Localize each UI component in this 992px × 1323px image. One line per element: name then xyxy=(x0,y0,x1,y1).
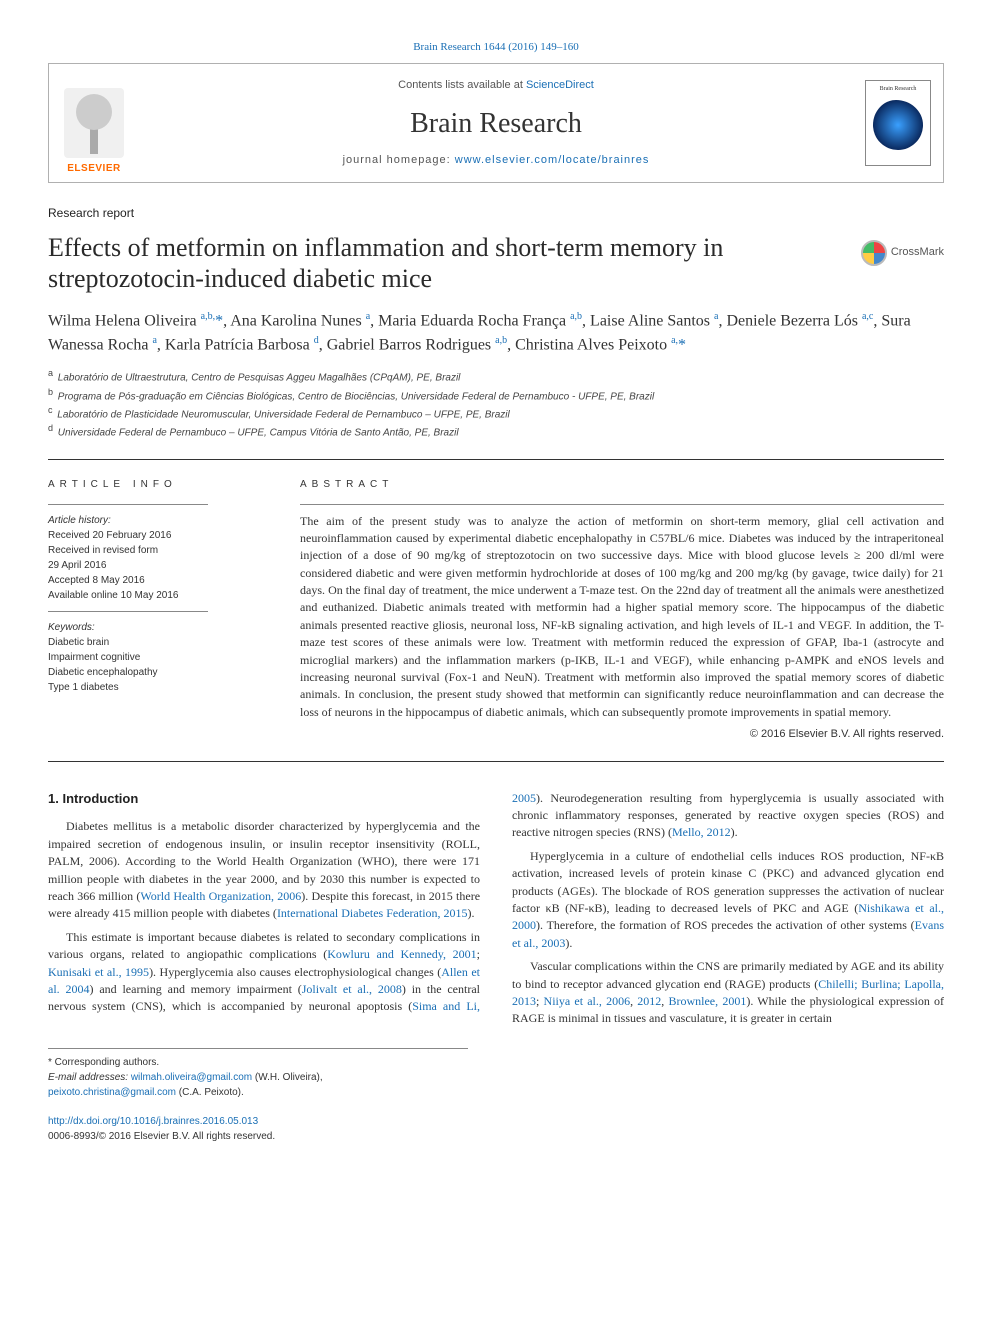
abstract-column: ABSTRACT The aim of the present study wa… xyxy=(300,478,944,743)
article-info-column: ARTICLE INFO Article history: Received 2… xyxy=(48,478,268,743)
history-line: Received 20 February 2016 xyxy=(48,530,171,541)
email-name-2: (C.A. Peixoto). xyxy=(176,1087,244,1098)
citation-link[interactable]: Niiya et al., 2006 xyxy=(544,994,631,1008)
journal-name: Brain Research xyxy=(410,104,582,143)
contents-prefix: Contents lists available at xyxy=(398,79,526,91)
affiliation-line: a Laboratório de Ultraestrutura, Centro … xyxy=(48,367,944,385)
article-info-header: ARTICLE INFO xyxy=(48,478,268,492)
affiliation-line: c Laboratório de Plasticidade Neuromuscu… xyxy=(48,404,944,422)
brain-icon xyxy=(873,100,923,150)
cover-label: Brain Research xyxy=(880,85,917,93)
history-line: 29 April 2016 xyxy=(48,560,106,571)
info-rule-1 xyxy=(48,504,208,505)
cover-thumb-block: Brain Research xyxy=(853,64,943,182)
journal-reference: Brain Research 1644 (2016) 149–160 xyxy=(48,40,944,55)
homepage-line: journal homepage: www.elsevier.com/locat… xyxy=(343,153,650,168)
history-head: Article history: xyxy=(48,515,111,526)
affiliation-line: b Programa de Pós-graduação em Ciências … xyxy=(48,386,944,404)
citation-link[interactable]: Kowluru and Kennedy, 2001 xyxy=(327,947,476,961)
citation-link[interactable]: 2012 xyxy=(637,994,661,1008)
email-link[interactable]: peixoto.christina@gmail.com xyxy=(48,1087,176,1098)
crossmark-label: CrossMark xyxy=(891,245,944,260)
email-link[interactable]: wilmah.oliveira@gmail.com xyxy=(131,1072,252,1083)
history-line: Received in revised form xyxy=(48,545,158,556)
citation-link[interactable]: Mello, 2012 xyxy=(672,825,731,839)
email-name-1: (W.H. Oliveira), xyxy=(252,1072,323,1083)
abstract-rule xyxy=(300,504,944,505)
intro-paragraph-4: Vascular complications within the CNS ar… xyxy=(512,958,944,1028)
citation-link[interactable]: World Health Organization, 2006 xyxy=(140,889,301,903)
homepage-link[interactable]: www.elsevier.com/locate/brainres xyxy=(455,154,650,166)
abstract-text: The aim of the present study was to anal… xyxy=(300,513,944,722)
citation-link[interactable]: Brownlee, 2001 xyxy=(668,994,746,1008)
keyword: Type 1 diabetes xyxy=(48,682,119,693)
divider-bottom xyxy=(48,761,944,762)
keyword: Diabetic encephalopathy xyxy=(48,667,158,678)
elsevier-tree-icon xyxy=(64,88,124,158)
email-line: E-mail addresses: wilmah.oliveira@gmail.… xyxy=(48,1070,468,1100)
crossmark-badge[interactable]: CrossMark xyxy=(861,240,944,266)
keyword: Impairment cognitive xyxy=(48,652,140,663)
keywords: Keywords: Diabetic brain Impairment cogni… xyxy=(48,620,268,695)
body-text: 1. Introduction Diabetes mellitus is a m… xyxy=(48,790,944,1028)
affiliations: a Laboratório de Ultraestrutura, Centro … xyxy=(48,367,944,440)
publisher-name: ELSEVIER xyxy=(67,162,120,176)
article-history: Article history: Received 20 February 20… xyxy=(48,513,268,603)
publisher-logo-block: ELSEVIER xyxy=(49,64,139,182)
citation-link[interactable]: Jolivalt et al., 2008 xyxy=(302,982,402,996)
homepage-prefix: journal homepage: xyxy=(343,154,455,166)
email-label: E-mail addresses: xyxy=(48,1072,131,1083)
corresponding-note: * Corresponding authors. xyxy=(48,1055,468,1070)
citation-link[interactable]: Kunisaki et al., 1995 xyxy=(48,965,149,979)
issn-copyright: 0006-8993/© 2016 Elsevier B.V. All right… xyxy=(48,1131,275,1142)
cover-thumb: Brain Research xyxy=(865,80,931,166)
doi-link[interactable]: http://dx.doi.org/10.1016/j.brainres.201… xyxy=(48,1116,258,1127)
divider-top xyxy=(48,459,944,460)
history-line: Accepted 8 May 2016 xyxy=(48,575,145,586)
footnotes: * Corresponding authors. E-mail addresse… xyxy=(48,1048,468,1100)
section-heading-intro: 1. Introduction xyxy=(48,790,480,809)
crossmark-icon xyxy=(861,240,887,266)
author-list: Wilma Helena Oliveira a,b,*, Ana Karolin… xyxy=(48,309,944,358)
abstract-copyright: © 2016 Elsevier B.V. All rights reserved… xyxy=(300,727,944,742)
abstract-header: ABSTRACT xyxy=(300,478,944,492)
journal-ref-link[interactable]: Brain Research 1644 (2016) 149–160 xyxy=(413,41,579,53)
article-title: Effects of metformin on inflammation and… xyxy=(48,232,845,294)
intro-paragraph-1: Diabetes mellitus is a metabolic disorde… xyxy=(48,818,480,922)
keywords-head: Keywords: xyxy=(48,620,268,635)
masthead: ELSEVIER Contents lists available at Sci… xyxy=(48,63,944,183)
article-type: Research report xyxy=(48,205,944,222)
keyword: Diabetic brain xyxy=(48,637,109,648)
citation-link[interactable]: International Diabetes Federation, 2015 xyxy=(277,906,468,920)
info-rule-2 xyxy=(48,611,208,612)
intro-paragraph-3: Hyperglycemia in a culture of endothelia… xyxy=(512,848,944,952)
sciencedirect-link[interactable]: ScienceDirect xyxy=(526,79,594,91)
contents-line: Contents lists available at ScienceDirec… xyxy=(398,78,594,93)
doi-block: http://dx.doi.org/10.1016/j.brainres.201… xyxy=(48,1114,944,1144)
history-line: Available online 10 May 2016 xyxy=(48,590,178,601)
affiliation-line: d Universidade Federal de Pernambuco – U… xyxy=(48,422,944,440)
